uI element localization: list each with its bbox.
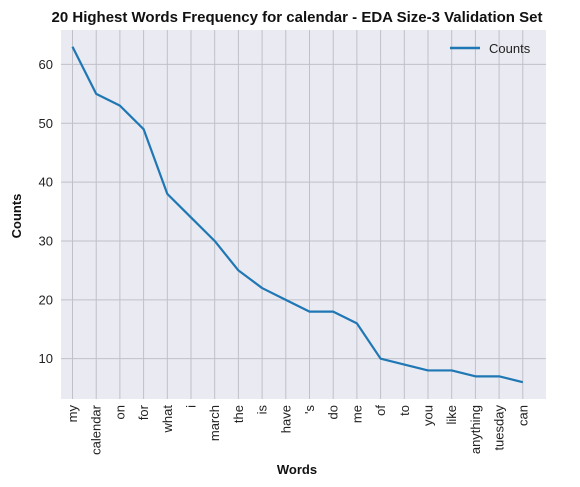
grid-lines — [61, 30, 546, 399]
x-tick-label: for — [136, 404, 151, 420]
y-tick-label: 60 — [39, 57, 53, 72]
legend-label-counts: Counts — [489, 41, 531, 56]
plot-area — [61, 30, 546, 399]
y-tick-label: 10 — [39, 351, 53, 366]
x-tick-label: you — [421, 405, 436, 426]
y-tick-label: 20 — [39, 292, 53, 307]
x-tick-label: of — [373, 405, 388, 416]
y-axis-ticks: 10 20 30 40 50 60 — [39, 57, 53, 366]
x-tick-label: what — [160, 405, 175, 434]
x-tick-label: march — [207, 405, 222, 441]
x-tick-label: anything — [468, 405, 483, 454]
x-tick-label: do — [326, 405, 341, 419]
y-tick-label: 30 — [39, 233, 53, 248]
x-tick-label: calendar — [89, 404, 104, 455]
x-axis-ticks: my calendar on for what i march the is have 's do me… — [65, 404, 530, 455]
y-tick-label: 50 — [39, 116, 53, 131]
x-tick-label: to — [397, 405, 412, 416]
series-line-counts — [71, 46, 524, 384]
y-tick-label: 40 — [39, 175, 53, 190]
chart-title: 20 Highest Words Frequency for calendar … — [52, 9, 543, 26]
x-tick-label: me — [349, 405, 364, 423]
x-tick-label: the — [231, 405, 246, 423]
x-tick-label: can — [515, 405, 530, 426]
x-tick-label: like — [444, 405, 459, 425]
x-tick-label: have — [278, 405, 293, 433]
legend: Counts — [450, 41, 531, 56]
x-tick-label: on — [112, 405, 127, 419]
x-axis-label: Words — [277, 462, 317, 477]
x-tick-label: tuesday — [492, 405, 507, 451]
x-tick-label: is — [255, 405, 270, 415]
y-axis-label: Counts — [9, 194, 24, 239]
x-tick-label: i — [184, 405, 199, 408]
x-tick-label: my — [65, 405, 80, 423]
x-tick-label: 's — [302, 405, 317, 414]
